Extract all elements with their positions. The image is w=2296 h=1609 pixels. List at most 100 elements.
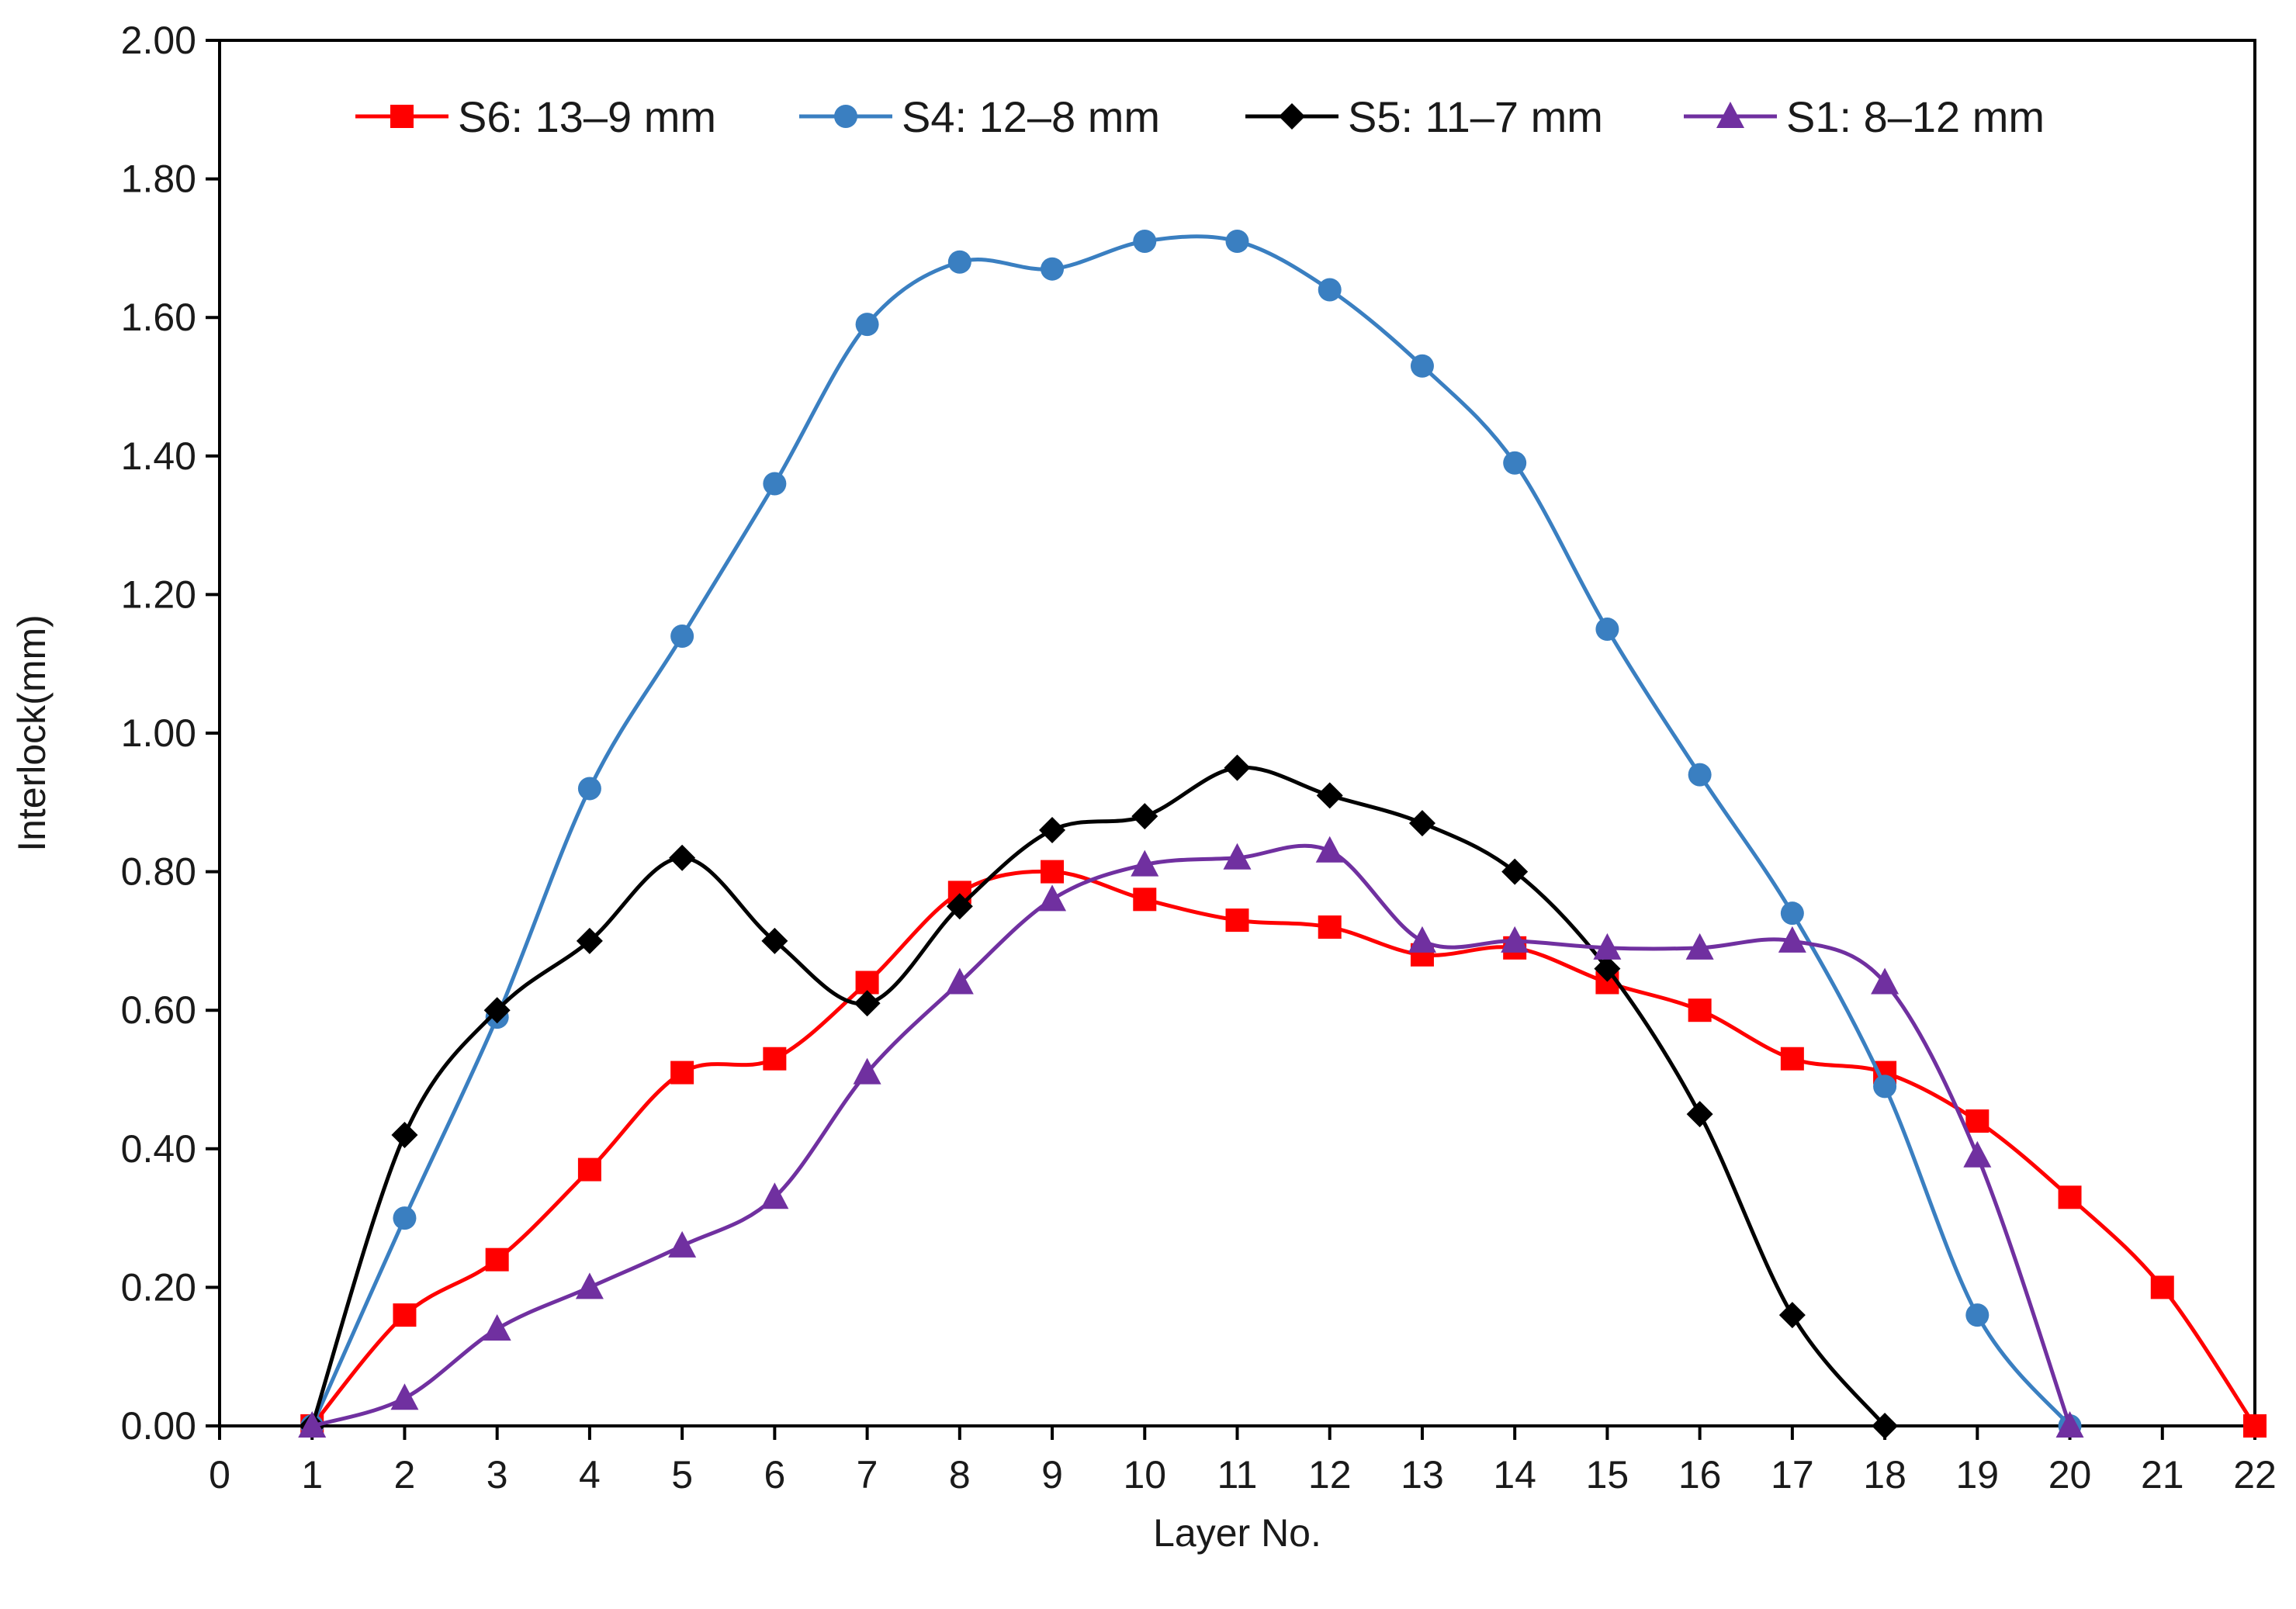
series-3: [299, 754, 1899, 1439]
data-point: [1780, 1047, 1804, 1071]
x-tick-label: 9: [1041, 1453, 1063, 1497]
data-point: [946, 893, 973, 920]
legend-marker: [1279, 103, 1305, 130]
data-point: [576, 927, 603, 954]
data-point: [1686, 1101, 1713, 1128]
data-point: [945, 967, 974, 995]
data-point: [670, 1061, 694, 1085]
legend-item: S1: 8–12 mm: [1684, 92, 2045, 141]
y-tick-label: 1.00: [121, 711, 196, 755]
data-point: [761, 927, 788, 954]
legend-label: S4: 12–8 mm: [902, 92, 1160, 141]
data-point: [1780, 901, 1804, 926]
data-point: [1963, 1140, 1992, 1168]
x-tick-label: 16: [1678, 1453, 1722, 1497]
series-2: [300, 229, 2082, 1438]
x-tick-label: 20: [2048, 1453, 2092, 1497]
x-tick-label: 0: [209, 1453, 230, 1497]
series-layer: [298, 229, 2267, 1439]
data-point: [298, 1411, 327, 1438]
data-point: [1038, 884, 1067, 912]
data-point: [1408, 810, 1435, 837]
data-point: [1133, 888, 1157, 912]
y-tick-label: 0.80: [121, 850, 196, 894]
data-point: [577, 777, 601, 801]
data-point: [575, 1272, 604, 1299]
data-point: [1778, 926, 1806, 953]
legend-item: S6: 13–9 mm: [355, 92, 716, 141]
data-point: [947, 250, 971, 274]
data-point: [1501, 926, 1529, 953]
data-point: [390, 1383, 419, 1410]
data-point: [1131, 849, 1159, 877]
data-point: [393, 1303, 417, 1327]
data-point: [1778, 1302, 1806, 1329]
data-point: [760, 1182, 789, 1209]
series-line: [310, 843, 2073, 1428]
data-point: [1041, 257, 1065, 281]
data-point: [2150, 1275, 2174, 1299]
x-tick-label: 18: [1863, 1453, 1906, 1497]
x-tick-label: 8: [949, 1453, 971, 1497]
data-point: [1593, 933, 1622, 960]
data-point: [2058, 1185, 2082, 1209]
data-point: [1133, 229, 1157, 253]
y-tick-label: 1.60: [121, 296, 196, 339]
x-tick-label: 4: [579, 1453, 601, 1497]
data-point: [668, 1230, 697, 1258]
data-point: [393, 1206, 417, 1230]
data-point: [854, 990, 881, 1017]
axes-layer: 0.00 0.20 0.40 0.60 0.80 1.00 1.20 1.40 1.60 1.80…: [10, 19, 2277, 1555]
x-tick-label: 13: [1401, 1453, 1444, 1497]
data-point: [1318, 915, 1342, 939]
data-point: [1872, 1413, 1899, 1439]
legend-marker: [1716, 102, 1744, 128]
x-tick-label: 7: [857, 1453, 878, 1497]
legend-marker: [390, 105, 414, 128]
data-point: [1223, 843, 1252, 870]
y-axis-title: Interlock(mm): [10, 614, 54, 852]
data-point: [1688, 998, 1712, 1022]
data-point: [1408, 926, 1436, 953]
y-tick-label: 0.60: [121, 988, 196, 1032]
x-axis-title: Layer No.: [1153, 1511, 1321, 1555]
x-tick-label: 22: [2233, 1453, 2277, 1497]
legend: S6: 13–9 mm S4: 12–8 mm S5: 11–7 mm S1: 8–1…: [355, 92, 2045, 141]
data-point: [1685, 933, 1714, 960]
y-tick-label: 0.20: [121, 1265, 196, 1309]
data-point: [2055, 1411, 2084, 1438]
data-point: [1688, 763, 1712, 787]
data-point: [1965, 1303, 1990, 1327]
data-point: [1318, 278, 1342, 302]
data-point: [1501, 858, 1529, 885]
data-point: [1410, 354, 1434, 378]
data-point: [763, 1047, 787, 1071]
data-point: [669, 844, 696, 871]
data-point: [1225, 908, 1249, 933]
x-tick-label: 14: [1493, 1453, 1536, 1497]
data-point: [1594, 955, 1621, 982]
x-tick-label: 21: [2141, 1453, 2184, 1497]
x-tick-label: 3: [487, 1453, 508, 1497]
data-point: [1871, 967, 1899, 995]
x-tick-label: 2: [394, 1453, 416, 1497]
data-point: [670, 624, 694, 648]
data-point: [1039, 817, 1066, 844]
legend-label: S1: 8–12 mm: [1786, 92, 2045, 141]
data-point: [1224, 754, 1251, 781]
y-tick-label: 1.80: [121, 157, 196, 201]
data-point: [1225, 229, 1249, 253]
y-tick-label: 0.40: [121, 1127, 196, 1171]
data-point: [1503, 451, 1527, 475]
x-tick-label: 5: [671, 1453, 693, 1497]
legend-marker: [834, 105, 857, 128]
series-line: [310, 234, 2073, 1428]
x-tick-label: 15: [1586, 1453, 1629, 1497]
y-tick-label: 1.20: [121, 573, 196, 616]
data-point: [485, 1247, 509, 1272]
data-point: [763, 472, 787, 496]
x-tick-label: 11: [1217, 1453, 1258, 1497]
data-point: [1965, 1109, 1990, 1133]
data-point: [1131, 803, 1158, 830]
